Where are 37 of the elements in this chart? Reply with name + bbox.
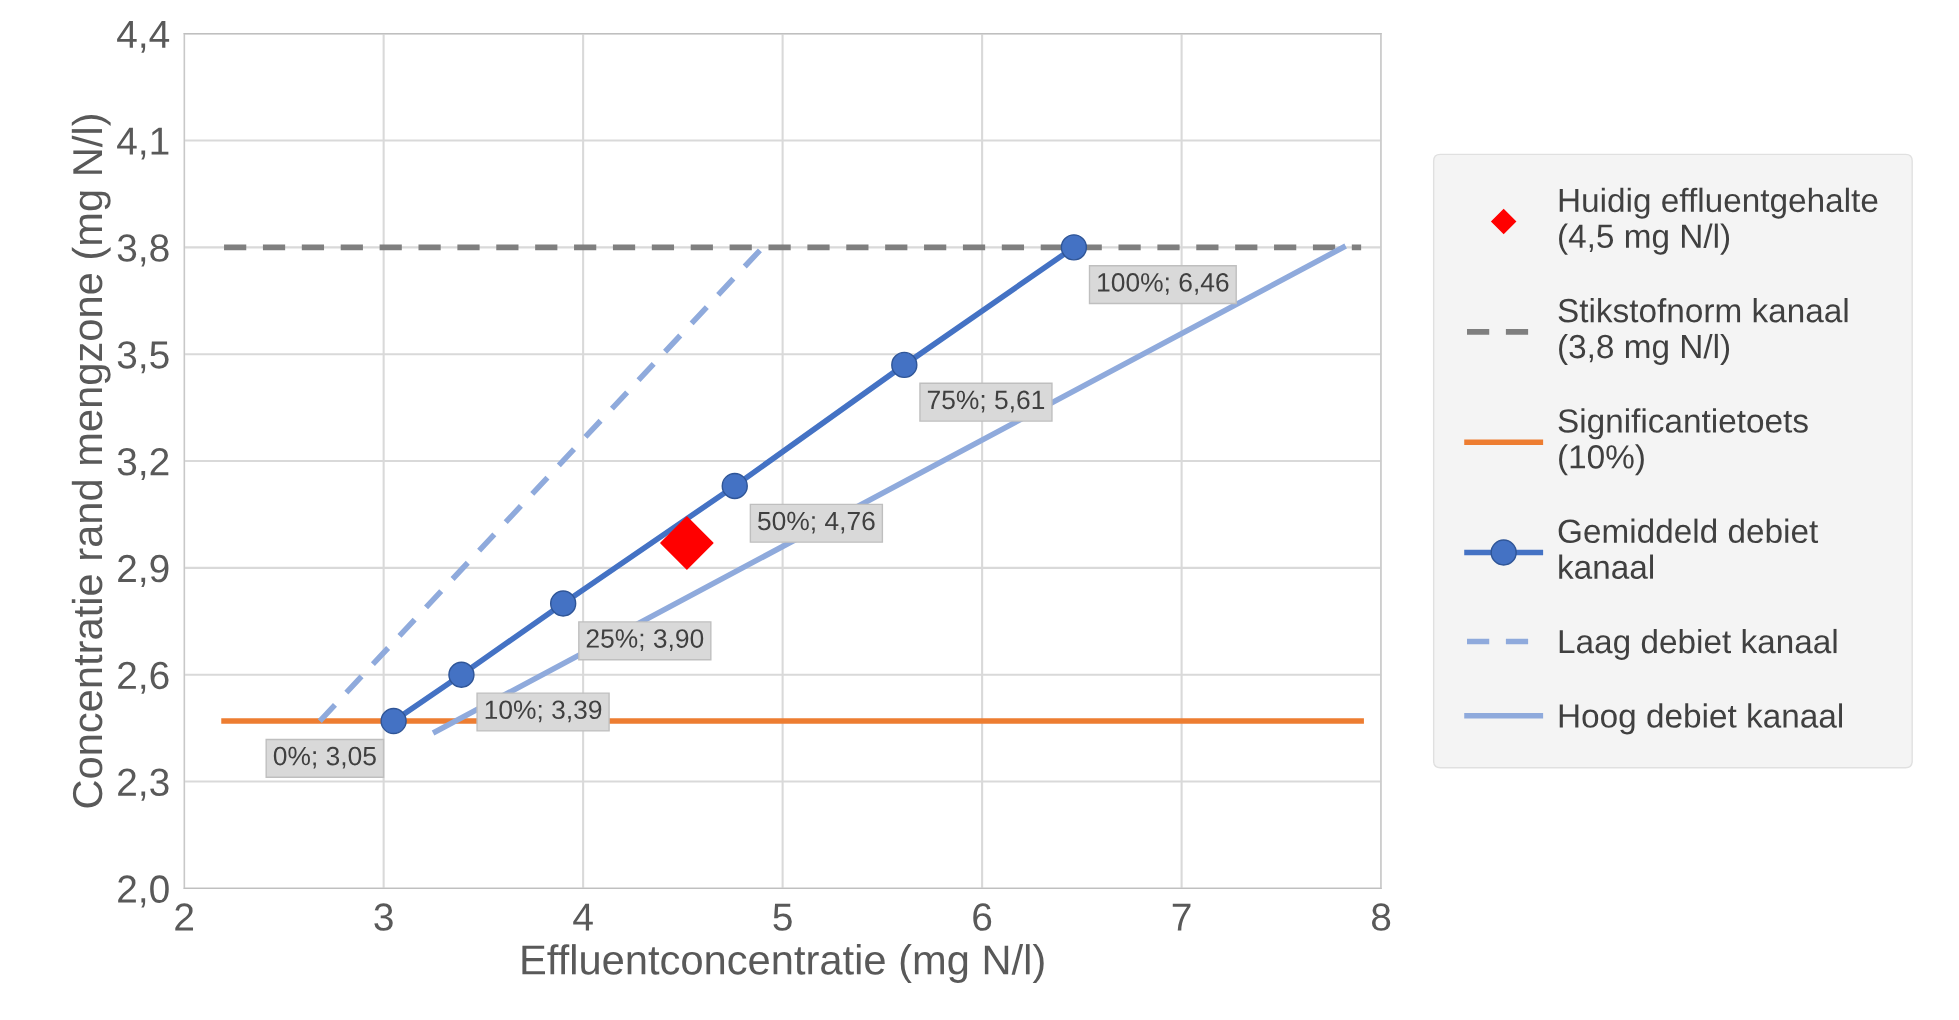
point [549,590,577,617]
legend-label: Stikstofnorm kanaal (3,8 mg N/l) [1558,297,1848,365]
annotation: 100%; 6,46 [1098,273,1229,295]
y-tick-label: 2,9 [118,554,169,587]
x-tick-label: 3 [374,903,393,931]
annotation: 25%; 3,90 [586,629,704,651]
x-axis-title: Effluentconcentratie (mg N/l) [522,944,1044,983]
point [660,516,714,570]
x-tick-label: 7 [1172,903,1191,931]
x-tick-label: 5 [773,903,792,931]
y-axis-title: Concentratie rand mengzone (mg N/l) [71,115,111,808]
annotation: 0%; 3,05 [273,746,376,769]
point [891,351,918,379]
x-tick-label: 8 [1371,903,1391,931]
legend-label: Hoog debiet kanaal [1559,703,1843,735]
legend-label: Laag debiet kanaal [1559,628,1837,660]
point [380,707,407,735]
y-tick-label: 3,2 [117,447,169,481]
y-tick-label: 4,1 [117,127,169,160]
point [448,661,475,688]
x-tick-label: 2 [175,903,194,931]
y-tick-label: 2,6 [118,661,169,694]
legend-label: Gemiddeld debiet kanaal [1558,518,1819,579]
annotation: 10%; 3,39 [485,700,602,723]
x-tick-label: 4 [573,903,593,931]
y-tick-label: 4,4 [117,21,170,53]
annotation: 50%; 4,76 [758,511,875,534]
point [721,472,748,500]
x-tick-label: 6 [973,903,992,931]
y-tick-label: 2,3 [118,768,169,801]
annotation: 75%; 5,61 [927,390,1045,413]
y-tick-label: 3,5 [117,341,169,374]
y-tick-label: 3,8 [117,234,169,267]
point [1060,234,1088,261]
legend-label: Significantietoets (10%) [1558,408,1808,476]
legend-label: Huidig effluentgehalte (4,5 mg N/l) [1559,187,1878,255]
y-tick-label: 2,0 [118,875,169,908]
